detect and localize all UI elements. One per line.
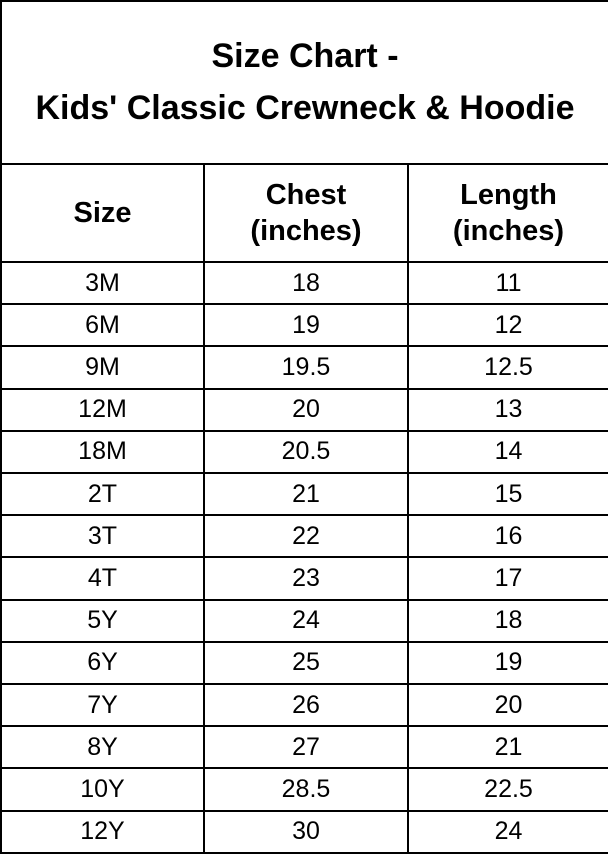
chest-cell: 19.5 bbox=[203, 345, 409, 390]
chest-cell: 20.5 bbox=[203, 429, 409, 475]
chest-cell: 25 bbox=[203, 640, 409, 686]
size-cell: 8Y bbox=[0, 725, 205, 770]
table-row: 7Y 26 20 bbox=[0, 683, 608, 728]
length-cell: 15 bbox=[406, 472, 608, 517]
size-cell: 9M bbox=[0, 345, 205, 390]
table-row: 18M 20.5 14 bbox=[0, 429, 608, 475]
length-cell: 14 bbox=[406, 429, 608, 475]
table-row: 12M 20 13 bbox=[0, 387, 608, 432]
length-cell: 12.5 bbox=[406, 345, 608, 390]
chest-cell: 22 bbox=[203, 514, 409, 559]
table-row: 8Y 27 21 bbox=[0, 725, 608, 770]
size-cell: 12M bbox=[0, 387, 205, 432]
length-cell: 11 bbox=[406, 260, 608, 306]
chart-title: Size Chart - Kids' Classic Crewneck & Ho… bbox=[0, 0, 608, 165]
chest-cell: 26 bbox=[203, 683, 409, 728]
length-cell: 21 bbox=[406, 725, 608, 770]
length-cell: 18 bbox=[406, 598, 608, 643]
table-row: 5Y 24 18 bbox=[0, 598, 608, 643]
length-cell: 22.5 bbox=[406, 767, 608, 812]
length-cell: 16 bbox=[406, 514, 608, 559]
length-cell: 12 bbox=[406, 303, 608, 348]
length-cell: 17 bbox=[406, 556, 608, 601]
column-header-length: Length (inches) bbox=[406, 163, 608, 263]
length-cell: 20 bbox=[406, 683, 608, 728]
chest-cell: 30 bbox=[203, 809, 409, 854]
chest-cell: 24 bbox=[203, 598, 409, 643]
size-cell: 12Y bbox=[0, 809, 205, 854]
chest-cell: 19 bbox=[203, 303, 409, 348]
column-header-chest: Chest (inches) bbox=[203, 163, 409, 263]
chest-cell: 27 bbox=[203, 725, 409, 770]
size-cell: 3M bbox=[0, 260, 205, 306]
table-body: 3M 18 11 6M 19 12 9M 19.5 12.5 12M 20 13 18M 20.5 14 2T… bbox=[0, 260, 608, 854]
table-row: 6M 19 12 bbox=[0, 303, 608, 348]
table-row: 9M 19.5 12.5 bbox=[0, 345, 608, 390]
length-cell: 13 bbox=[406, 387, 608, 432]
size-cell: 7Y bbox=[0, 683, 205, 728]
size-cell: 2T bbox=[0, 472, 205, 517]
length-cell: 24 bbox=[406, 809, 608, 854]
table-row: 3M 18 11 bbox=[0, 260, 608, 306]
table-row: 2T 21 15 bbox=[0, 472, 608, 517]
chest-cell: 20 bbox=[203, 387, 409, 432]
column-header-size: Size bbox=[0, 163, 205, 263]
size-cell: 18M bbox=[0, 429, 205, 475]
size-cell: 4T bbox=[0, 556, 205, 601]
table-row: 6Y 25 19 bbox=[0, 640, 608, 686]
chest-cell: 21 bbox=[203, 472, 409, 517]
table-row: 4T 23 17 bbox=[0, 556, 608, 601]
table-row: 12Y 30 24 bbox=[0, 809, 608, 854]
size-cell: 6Y bbox=[0, 640, 205, 686]
title-row: Size Chart - Kids' Classic Crewneck & Ho… bbox=[0, 0, 608, 165]
size-cell: 6M bbox=[0, 303, 205, 348]
length-cell: 19 bbox=[406, 640, 608, 686]
size-cell: 10Y bbox=[0, 767, 205, 812]
size-cell: 3T bbox=[0, 514, 205, 559]
table-row: 3T 22 16 bbox=[0, 514, 608, 559]
chest-cell: 23 bbox=[203, 556, 409, 601]
chest-cell: 18 bbox=[203, 260, 409, 306]
header-row: Size Chest (inches) Length (inches) bbox=[0, 163, 608, 263]
table-row: 10Y 28.5 22.5 bbox=[0, 767, 608, 812]
size-cell: 5Y bbox=[0, 598, 205, 643]
chest-cell: 28.5 bbox=[203, 767, 409, 812]
